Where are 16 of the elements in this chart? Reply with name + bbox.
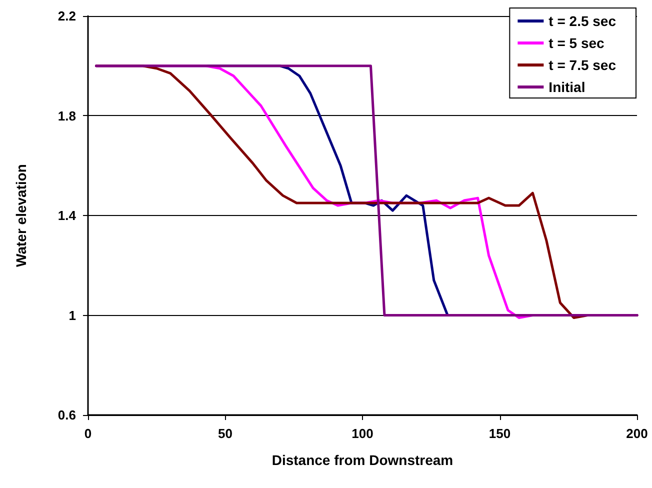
y-tick-label: 2.2 xyxy=(58,8,76,24)
y-tick-label: 1.4 xyxy=(58,208,77,223)
x-tick-label: 50 xyxy=(218,426,232,441)
y-axis-title: Water elevation xyxy=(13,164,29,267)
y-tick-label: 1 xyxy=(68,308,76,323)
y-tick-label: 1.8 xyxy=(58,108,76,124)
x-tick-label: 200 xyxy=(626,426,648,441)
x-tick-label: 0 xyxy=(84,426,92,441)
x-tick-label: 100 xyxy=(352,426,374,441)
legend-label: t = 5 sec xyxy=(548,35,605,51)
legend-label: t = 2.5 sec xyxy=(548,13,616,29)
x-tick-label: 150 xyxy=(488,426,511,441)
legend-label: t = 7.5 sec xyxy=(548,57,616,73)
legend-label: Initial xyxy=(548,79,586,95)
y-tick-label: 0.6 xyxy=(58,408,76,422)
x-axis-title: Distance from Downstream xyxy=(272,452,454,468)
